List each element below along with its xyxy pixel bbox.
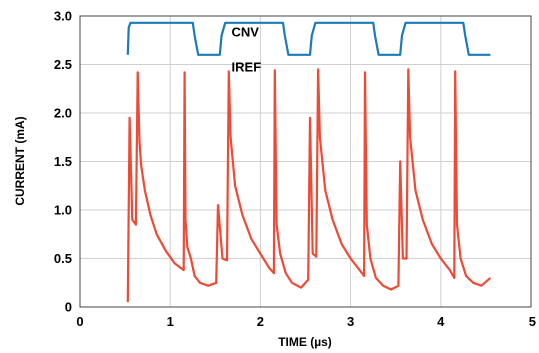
- y-tick-label: 0: [65, 300, 72, 315]
- x-tick-label: 0: [76, 314, 83, 329]
- plot-frame: [79, 15, 532, 308]
- y-tick-label: 2.0: [54, 106, 72, 121]
- x-axis-title: TIME (µs): [278, 335, 332, 349]
- x-tick-label: 3: [347, 314, 354, 329]
- x-tick-label: 4: [437, 314, 445, 329]
- y-tick-label: 3.0: [54, 9, 72, 24]
- annotation-iref: IREF: [232, 59, 262, 74]
- y-tick-label: 1.5: [54, 154, 72, 169]
- series-line-cnv: [126, 21, 491, 56]
- annotations: CNV IREF: [232, 24, 262, 74]
- y-tick-label: 0.5: [54, 251, 72, 266]
- y-tick-labels: 0 0.5 1.0 1.5 2.0 2.5 3.0: [54, 9, 72, 315]
- grid-lines: [80, 16, 531, 307]
- x-tick-label: 5: [529, 314, 536, 329]
- series-layer: [126, 21, 492, 303]
- y-tick-label: 2.5: [54, 57, 72, 72]
- x-tick-label: 2: [257, 314, 264, 329]
- series-line-iref: [126, 68, 492, 303]
- y-axis-title: CURRENT (mA): [13, 116, 27, 205]
- annotation-cnv: CNV: [232, 24, 260, 39]
- x-tick-label: 1: [167, 314, 174, 329]
- y-tick-label: 1.0: [54, 203, 72, 218]
- x-tick-labels: 0 1 2 3 4 5: [76, 314, 536, 329]
